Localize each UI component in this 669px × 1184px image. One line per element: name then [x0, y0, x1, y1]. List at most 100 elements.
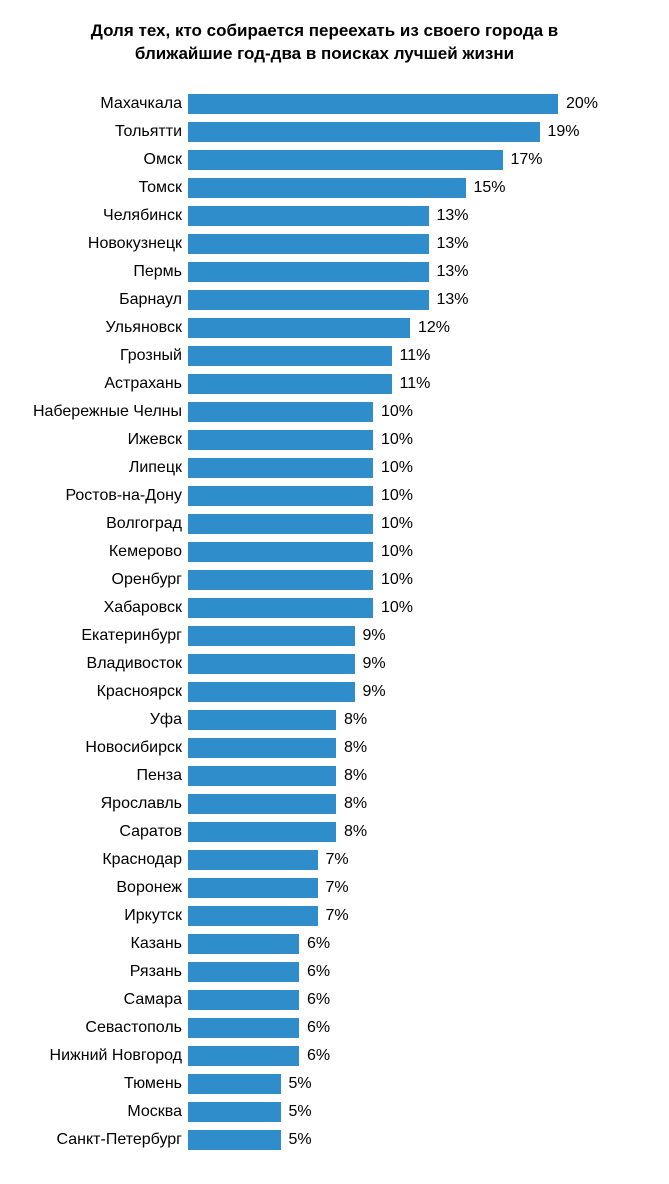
chart-row: Липецк10%	[10, 454, 639, 482]
category-label: Тюмень	[10, 1075, 188, 1093]
bar-track: 11%	[188, 342, 639, 370]
bar-track: 17%	[188, 146, 639, 174]
value-label: 8%	[336, 711, 367, 729]
category-label: Набережные Челны	[10, 403, 188, 421]
value-label: 5%	[281, 1075, 312, 1093]
value-label: 9%	[355, 683, 386, 701]
bar-track: 13%	[188, 202, 639, 230]
category-label: Новокузнецк	[10, 235, 188, 253]
bar-track: 8%	[188, 734, 639, 762]
bar-track: 13%	[188, 230, 639, 258]
category-label: Омск	[10, 151, 188, 169]
chart-row: Севастополь6%	[10, 1014, 639, 1042]
value-label: 10%	[373, 543, 413, 561]
bar	[188, 234, 429, 254]
bar	[188, 374, 392, 394]
bar-track: 5%	[188, 1126, 639, 1154]
value-label: 10%	[373, 431, 413, 449]
bar-track: 7%	[188, 846, 639, 874]
category-label: Казань	[10, 935, 188, 953]
category-label: Оренбург	[10, 571, 188, 589]
bar	[188, 710, 336, 730]
category-label: Рязань	[10, 963, 188, 981]
bar	[188, 1046, 299, 1066]
bar-track: 10%	[188, 454, 639, 482]
chart-row: Барнаул13%	[10, 286, 639, 314]
bar-track: 13%	[188, 258, 639, 286]
chart-row: Уфа 8%	[10, 706, 639, 734]
chart-title: Доля тех, кто собирается переехать из св…	[65, 20, 585, 66]
category-label: Кемерово	[10, 543, 188, 561]
category-label: Липецк	[10, 459, 188, 477]
category-label: Уфа	[10, 711, 188, 729]
category-label: Грозный	[10, 347, 188, 365]
bar-track: 7%	[188, 902, 639, 930]
chart-row: Новосибирск 8%	[10, 734, 639, 762]
value-label: 8%	[336, 767, 367, 785]
value-label: 17%	[503, 151, 543, 169]
chart-row: Москва5%	[10, 1098, 639, 1126]
bar	[188, 934, 299, 954]
bar	[188, 402, 373, 422]
chart-row: Астрахань11%	[10, 370, 639, 398]
category-label: Томск	[10, 179, 188, 197]
category-label: Барнаул	[10, 291, 188, 309]
category-label: Пермь	[10, 263, 188, 281]
bar-track: 11%	[188, 370, 639, 398]
category-label: Екатеринбург	[10, 627, 188, 645]
chart-row: Волгоград10%	[10, 510, 639, 538]
bar-track: 8%	[188, 790, 639, 818]
bar	[188, 514, 373, 534]
bar	[188, 430, 373, 450]
chart-row: Пермь13%	[10, 258, 639, 286]
bar-track: 5%	[188, 1098, 639, 1126]
value-label: 9%	[355, 627, 386, 645]
chart-row: Казань 6%	[10, 930, 639, 958]
bar	[188, 990, 299, 1010]
category-label: Краснодар	[10, 851, 188, 869]
bar-track: 19%	[188, 118, 639, 146]
bar	[188, 962, 299, 982]
category-label: Ульяновск	[10, 319, 188, 337]
bar	[188, 1130, 281, 1150]
value-label: 6%	[299, 935, 330, 953]
bar	[188, 346, 392, 366]
chart-row: Махачкала20%	[10, 90, 639, 118]
value-label: 8%	[336, 739, 367, 757]
chart-row: Владивосток9%	[10, 650, 639, 678]
value-label: 8%	[336, 795, 367, 813]
bar-track: 6%	[188, 958, 639, 986]
value-label: 11%	[392, 375, 431, 393]
bar	[188, 654, 355, 674]
bar	[188, 570, 373, 590]
value-label: 10%	[373, 515, 413, 533]
value-label: 7%	[318, 851, 349, 869]
bar-track: 6%	[188, 1042, 639, 1070]
value-label: 19%	[540, 123, 580, 141]
bar-track: 6%	[188, 986, 639, 1014]
bar	[188, 1074, 281, 1094]
bar-track: 8%	[188, 818, 639, 846]
value-label: 7%	[318, 879, 349, 897]
bar	[188, 150, 503, 170]
chart-row: Тюмень 5%	[10, 1070, 639, 1098]
bar	[188, 626, 355, 646]
category-label: Красноярск	[10, 683, 188, 701]
bar-track: 7%	[188, 874, 639, 902]
category-label: Санкт-Петербург	[10, 1131, 188, 1149]
chart-row: Набережные Челны10%	[10, 398, 639, 426]
bar	[188, 850, 318, 870]
category-label: Новосибирск	[10, 739, 188, 757]
chart-row: Иркутск7%	[10, 902, 639, 930]
chart-row: Ярославль8%	[10, 790, 639, 818]
value-label: 6%	[299, 1047, 330, 1065]
chart-row: Самара6%	[10, 986, 639, 1014]
bar	[188, 262, 429, 282]
chart-row: Саратов8%	[10, 818, 639, 846]
bar	[188, 94, 558, 114]
value-label: 10%	[373, 571, 413, 589]
bar	[188, 822, 336, 842]
bar-track: 9%	[188, 678, 639, 706]
bar-track: 10%	[188, 510, 639, 538]
chart-row: Ижевск10%	[10, 426, 639, 454]
